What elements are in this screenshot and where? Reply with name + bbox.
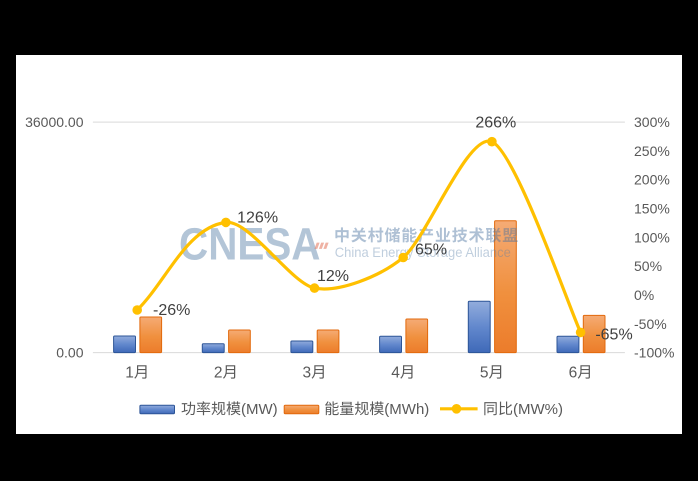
svg-text:(MW): (MW) (241, 401, 278, 418)
svg-text:36000.00: 36000.00 (25, 114, 84, 130)
svg-text:300%: 300% (634, 114, 670, 130)
svg-text:5: 5 (480, 365, 489, 382)
svg-text:-50%: -50% (634, 316, 667, 332)
svg-text:(MW%): (MW%) (513, 401, 563, 418)
svg-text:6: 6 (569, 365, 578, 382)
svg-text:100%: 100% (634, 229, 670, 245)
svg-text:12%: 12% (317, 268, 349, 285)
svg-text:0%: 0% (634, 287, 654, 303)
svg-text:2: 2 (214, 365, 223, 382)
svg-text:-26%: -26% (153, 302, 190, 319)
svg-text:0.00: 0.00 (56, 345, 83, 361)
svg-text:65%: 65% (415, 242, 447, 259)
svg-text:3: 3 (303, 365, 312, 382)
svg-text:126%: 126% (237, 209, 278, 226)
svg-text:266%: 266% (475, 114, 516, 131)
svg-text:50%: 50% (634, 258, 662, 274)
svg-text:China Energy Storage Alliance: China Energy Storage Alliance (335, 245, 511, 260)
svg-text:4: 4 (391, 365, 400, 382)
svg-text:150%: 150% (634, 201, 670, 217)
svg-text:250%: 250% (634, 143, 670, 159)
svg-text:1: 1 (125, 365, 134, 382)
svg-text:-100%: -100% (634, 345, 674, 361)
svg-text:(MWh): (MWh) (384, 401, 429, 418)
svg-text:-65%: -65% (595, 326, 632, 343)
svg-text:200%: 200% (634, 172, 670, 188)
svg-text:CNESA: CNESA (179, 219, 321, 270)
